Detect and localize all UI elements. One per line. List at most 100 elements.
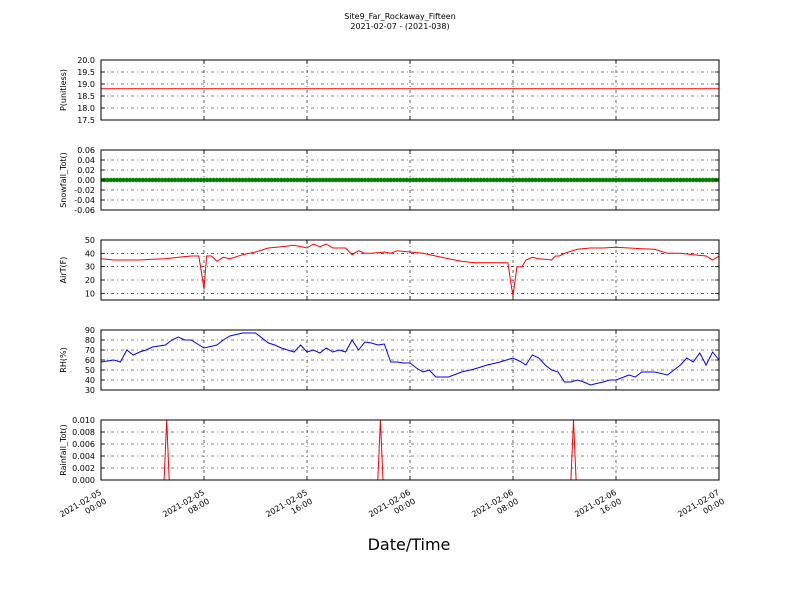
data-point <box>134 177 139 183</box>
data-point <box>485 177 490 183</box>
y-tick-label: 0.04 <box>77 156 95 165</box>
data-point <box>253 177 258 183</box>
y-tick-label: 20.0 <box>77 56 95 65</box>
data-point <box>543 177 548 183</box>
data-point <box>214 177 220 183</box>
data-point <box>272 177 277 183</box>
data-point <box>491 177 496 183</box>
y-tick-label: 0.00 <box>77 176 95 185</box>
data-point <box>340 177 345 183</box>
y-tick-label: 40 <box>85 249 95 258</box>
data-point <box>694 177 699 183</box>
data-point <box>588 177 593 183</box>
data-point <box>324 177 329 183</box>
data-point <box>620 177 625 183</box>
data-point <box>404 177 409 183</box>
data-point <box>494 177 500 183</box>
data-point <box>597 177 603 183</box>
data-point <box>401 177 406 183</box>
y-tick-label: 70 <box>85 346 95 355</box>
data-point <box>610 177 615 183</box>
data-point <box>423 177 429 183</box>
data-point <box>317 177 323 183</box>
data-point <box>153 177 158 183</box>
data-point <box>121 177 126 183</box>
data-point <box>430 177 435 183</box>
data-point <box>581 177 586 183</box>
x-axis-label: Date/Time <box>368 535 451 554</box>
data-point <box>562 177 567 183</box>
data-point <box>407 177 413 183</box>
y-tick-label: 18.0 <box>77 104 95 113</box>
y-tick-label: 0.06 <box>77 146 95 155</box>
data-point <box>472 177 477 183</box>
data-point <box>179 177 184 183</box>
data-point <box>314 177 319 183</box>
data-point <box>565 177 570 183</box>
data-point <box>572 177 577 183</box>
data-point <box>443 177 448 183</box>
data-point <box>269 177 274 183</box>
data-point <box>369 177 374 183</box>
data-point <box>526 177 532 183</box>
y-tick-label: 19.0 <box>77 80 95 89</box>
data-point <box>697 177 702 183</box>
data-point <box>691 177 696 183</box>
data-point <box>662 177 667 183</box>
y-tick-label: 0.006 <box>72 440 95 449</box>
data-point <box>478 177 483 183</box>
data-point <box>514 177 519 183</box>
data-point <box>298 177 303 183</box>
y-tick-label: 40 <box>85 376 95 385</box>
data-point <box>111 177 117 183</box>
data-point <box>201 177 207 183</box>
data-point <box>372 177 377 183</box>
data-point <box>288 177 294 183</box>
data-point <box>382 177 387 183</box>
data-point <box>224 177 229 183</box>
data-point <box>147 177 152 183</box>
data-point <box>240 177 245 183</box>
data-point <box>578 177 583 183</box>
data-point <box>623 177 628 183</box>
data-point <box>176 177 181 183</box>
data-point <box>208 177 213 183</box>
data-point <box>308 177 313 183</box>
data-point <box>523 177 529 183</box>
data-point <box>243 177 248 183</box>
data-point <box>687 177 693 183</box>
data-point <box>127 177 133 183</box>
data-point <box>452 177 458 183</box>
data-point <box>282 177 287 183</box>
y-tick-label: 0.002 <box>72 464 95 473</box>
data-point <box>710 177 715 183</box>
data-point <box>420 177 426 183</box>
data-point <box>320 177 326 183</box>
data-point <box>665 177 670 183</box>
data-point <box>327 177 332 183</box>
data-point <box>411 177 416 183</box>
data-point <box>118 177 123 183</box>
data-point <box>124 177 129 183</box>
data-point <box>568 177 574 183</box>
data-point <box>414 177 419 183</box>
subplot-3: 10 20 30 40 50 AirT(F) <box>59 236 720 301</box>
data-point <box>137 177 142 183</box>
series-5 <box>101 420 719 480</box>
data-point <box>539 177 545 183</box>
series-3 <box>101 243 719 297</box>
data-point <box>375 177 380 183</box>
data-point <box>449 177 454 183</box>
data-point <box>362 177 368 183</box>
y-tick-label: 10 <box>85 289 95 298</box>
y-tick-label: 0.004 <box>72 452 95 461</box>
data-point <box>436 177 442 183</box>
data-point <box>156 177 162 183</box>
data-point <box>671 177 677 183</box>
data-point <box>366 177 371 183</box>
series-line <box>101 420 719 480</box>
data-point <box>353 177 358 183</box>
y-tick-label: 0.000 <box>72 476 95 485</box>
data-point <box>108 177 113 183</box>
